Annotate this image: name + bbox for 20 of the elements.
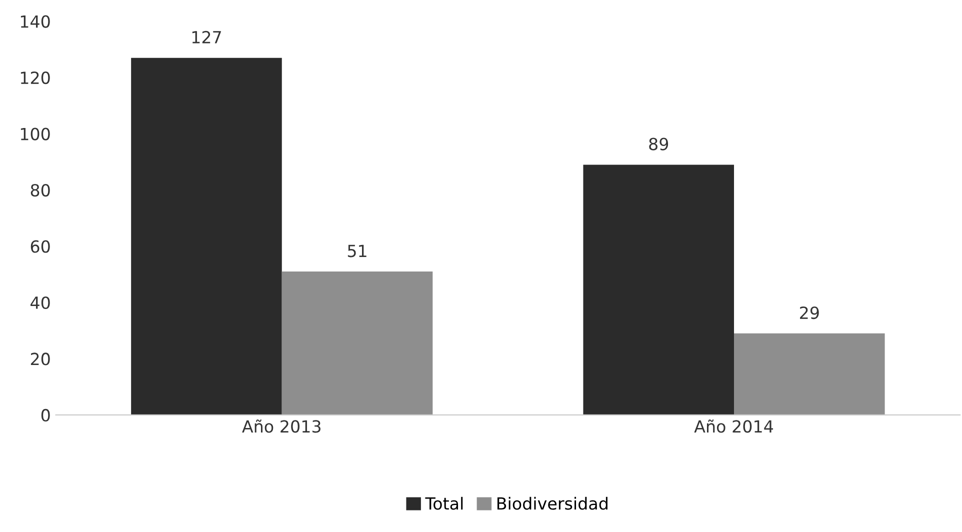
- x-tick-label: Año 2014: [694, 420, 774, 433]
- y-tick-label: 80: [30, 184, 50, 197]
- y-tick-label: 140: [20, 15, 50, 28]
- y-tick-label: 100: [20, 128, 50, 140]
- data-label: 127: [192, 30, 221, 44]
- bar: [734, 333, 885, 415]
- bar: [583, 164, 734, 415]
- x-tick-label: Año 2013: [242, 420, 320, 433]
- y-tick-label: 120: [20, 71, 50, 84]
- data-label: 29: [800, 306, 819, 320]
- data-label: 89: [649, 138, 668, 150]
- bar: [282, 272, 433, 415]
- y-tick-label: 60: [30, 240, 50, 253]
- y-tick-label: 0: [41, 408, 50, 422]
- bar: [131, 58, 282, 415]
- y-tick-label: 40: [30, 296, 50, 310]
- legend-label: Total: [425, 496, 463, 510]
- data-label: 51: [348, 244, 366, 258]
- legend-label: Biodiversidad: [497, 496, 608, 510]
- y-tick-label: 20: [30, 352, 50, 366]
